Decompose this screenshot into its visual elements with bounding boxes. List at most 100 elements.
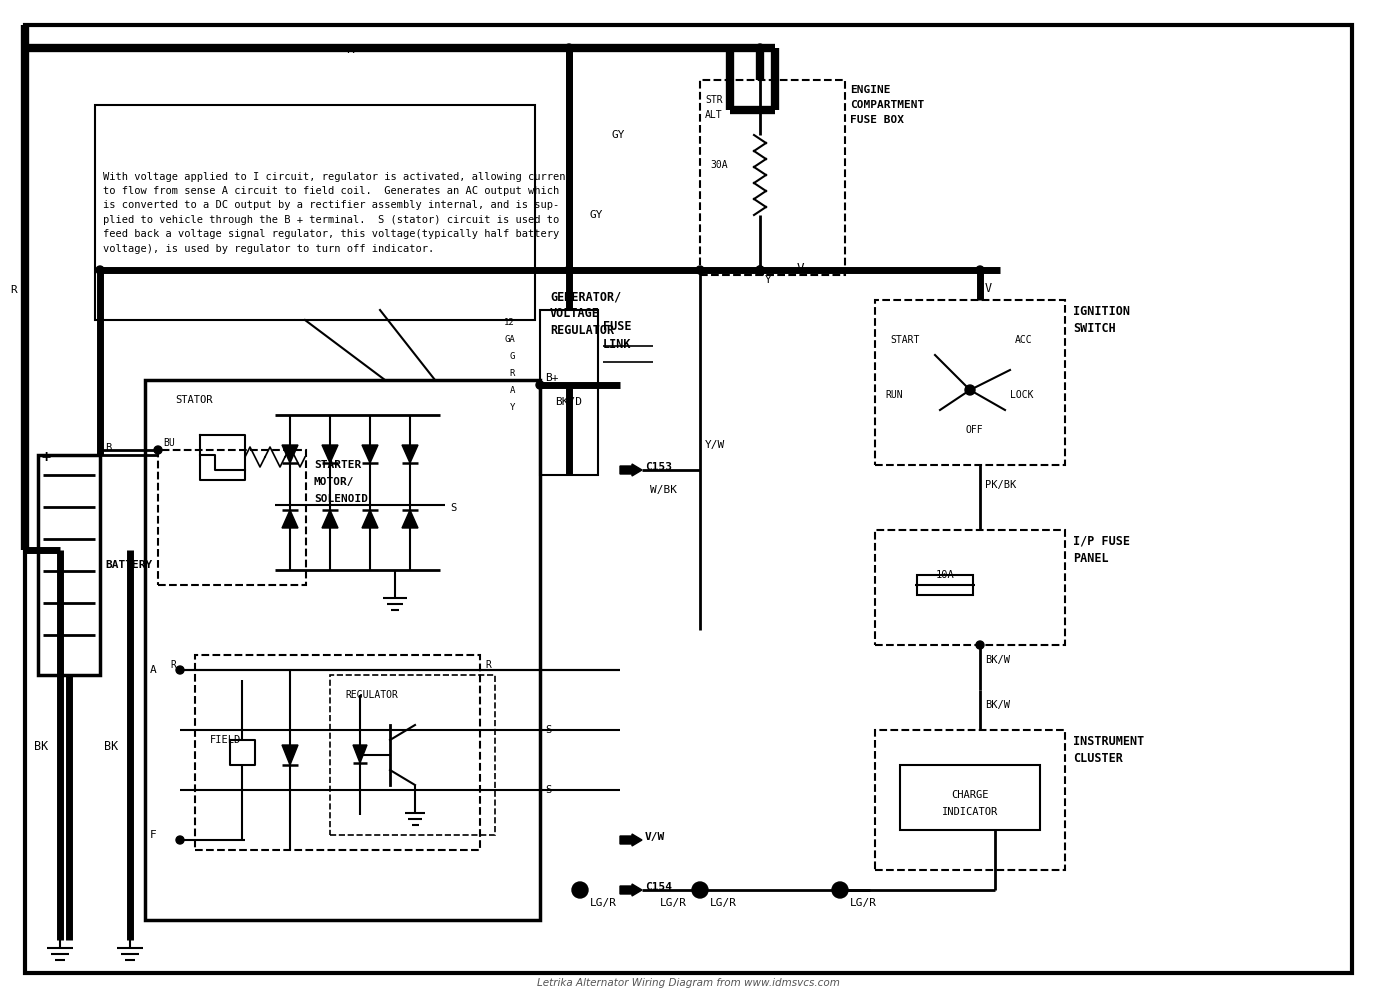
FancyArrow shape [620, 834, 642, 846]
Text: ACC: ACC [1015, 335, 1033, 345]
Text: Letrika Alternator Wiring Diagram from www.idmsvcs.com: Letrika Alternator Wiring Diagram from w… [537, 978, 840, 988]
Text: R: R [485, 660, 490, 670]
Bar [901, 765, 1040, 830]
Text: REGULATOR: REGULATOR [346, 690, 398, 700]
Text: COMPARTMENT: COMPARTMENT [850, 100, 924, 110]
Text: R: R [10, 285, 17, 295]
Circle shape [571, 882, 588, 898]
Text: SWITCH: SWITCH [1073, 322, 1115, 335]
Text: B+: B+ [545, 373, 559, 383]
Polygon shape [282, 510, 297, 528]
Text: F: F [150, 830, 157, 840]
Circle shape [176, 666, 185, 674]
Text: INSTRUMENT: INSTRUMENT [1073, 735, 1144, 748]
Polygon shape [402, 510, 419, 528]
Text: Y: Y [509, 403, 515, 412]
Text: S: S [545, 785, 551, 795]
Text: BK/W: BK/W [985, 655, 1009, 665]
Text: FUSE BOX: FUSE BOX [850, 115, 903, 125]
Text: BATTERY: BATTERY [105, 560, 153, 570]
Text: 30A: 30A [711, 160, 727, 170]
Bar [330, 675, 494, 835]
Bar [145, 380, 540, 920]
Text: MOTOR/: MOTOR/ [314, 477, 354, 487]
Circle shape [565, 44, 573, 52]
Text: LG/R: LG/R [589, 898, 617, 908]
Text: OFF: OFF [965, 425, 983, 435]
Text: REGULATOR: REGULATOR [549, 324, 614, 337]
Circle shape [96, 266, 105, 274]
Text: W/BK: W/BK [650, 485, 677, 495]
Text: BK: BK [34, 740, 48, 753]
Polygon shape [402, 445, 419, 463]
Text: S: S [545, 725, 551, 735]
Circle shape [756, 44, 764, 52]
Bar [95, 105, 536, 320]
Text: SOLENOID: SOLENOID [314, 494, 368, 504]
Text: V/W: V/W [644, 832, 665, 842]
Bar [196, 655, 481, 850]
Text: LG/R: LG/R [850, 898, 877, 908]
Text: CLUSTER: CLUSTER [1073, 752, 1122, 765]
Text: BK: BK [103, 740, 118, 753]
Text: BU: BU [162, 438, 175, 448]
Bar [39, 455, 101, 675]
Text: BK/D: BK/D [555, 397, 582, 407]
Text: 12: 12 [504, 318, 515, 327]
Bar [917, 575, 974, 595]
Text: LG/R: LG/R [660, 898, 687, 908]
Bar [874, 730, 1064, 870]
Circle shape [976, 641, 985, 649]
Polygon shape [353, 745, 368, 763]
Text: INDICATOR: INDICATOR [942, 807, 998, 817]
Text: VOLTAGE: VOLTAGE [549, 307, 600, 320]
Text: START: START [890, 335, 920, 345]
Circle shape [695, 266, 704, 274]
Text: FIELD: FIELD [211, 735, 241, 745]
Text: STARTER: STARTER [314, 460, 361, 470]
Text: G: G [509, 352, 515, 361]
Text: FUSE: FUSE [603, 320, 632, 333]
Text: A: A [150, 665, 157, 675]
Bar [874, 300, 1064, 465]
Text: R: R [509, 369, 515, 378]
Text: ALT: ALT [705, 110, 723, 120]
Circle shape [154, 446, 162, 454]
Bar [874, 530, 1064, 645]
Text: I/P FUSE: I/P FUSE [1073, 535, 1131, 548]
Text: C153: C153 [644, 462, 672, 472]
Text: PK/BK: PK/BK [985, 480, 1016, 490]
Polygon shape [362, 445, 379, 463]
Text: BK/W: BK/W [985, 700, 1009, 710]
Text: With voltage applied to I circuit, regulator is activated, allowing current
to f: With voltage applied to I circuit, regul… [103, 171, 571, 254]
Text: GENERATOR/: GENERATOR/ [549, 290, 621, 303]
Text: RUN: RUN [885, 390, 903, 400]
Text: ENGINE: ENGINE [850, 85, 891, 95]
Text: V: V [796, 262, 804, 275]
Text: PANEL: PANEL [1073, 552, 1108, 565]
Text: A: A [509, 386, 515, 395]
Polygon shape [322, 445, 337, 463]
Circle shape [176, 836, 185, 844]
FancyArrow shape [620, 884, 642, 896]
Text: B: B [105, 443, 112, 453]
Text: GA: GA [504, 335, 515, 344]
FancyArrow shape [620, 464, 642, 476]
Polygon shape [362, 510, 379, 528]
Text: V: V [985, 282, 991, 295]
Text: 10A: 10A [935, 570, 954, 580]
Circle shape [693, 882, 708, 898]
Polygon shape [282, 745, 297, 765]
Polygon shape [282, 445, 297, 463]
Text: GY: GY [589, 210, 603, 220]
Text: Y/W: Y/W [705, 440, 726, 450]
Text: IGNITION: IGNITION [1073, 305, 1131, 318]
Text: LG/R: LG/R [711, 898, 737, 908]
Polygon shape [322, 510, 337, 528]
Text: R: R [346, 43, 354, 56]
Text: Y: Y [766, 275, 771, 285]
Text: +: + [41, 450, 50, 465]
Circle shape [565, 266, 573, 274]
Text: GY: GY [611, 130, 625, 140]
Circle shape [976, 266, 985, 274]
